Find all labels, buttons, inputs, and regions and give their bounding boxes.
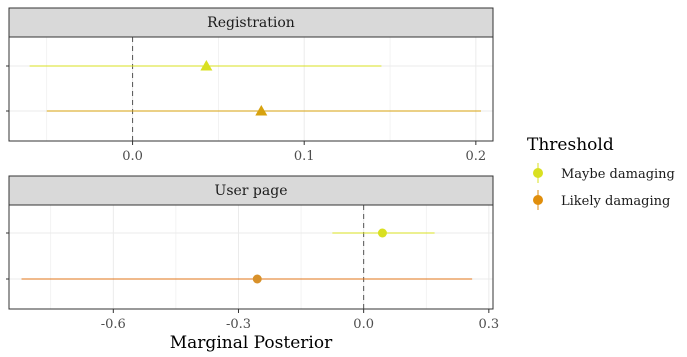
- panel-strip-registration: [8, 7, 494, 38]
- panel-title-registration: Registration: [207, 15, 295, 31]
- x-tick-label: -0.3: [226, 317, 251, 332]
- panel-user-page: User page -0.6 -0.3 0.0 0.3: [6, 175, 499, 332]
- x-tick-label: 0.1: [294, 149, 315, 164]
- plot-background: [9, 205, 493, 309]
- point-maybe-user-page: [377, 228, 387, 238]
- plot-area-registration: [9, 37, 493, 141]
- x-tick-label: 0.0: [122, 149, 143, 164]
- x-axis-registration: 0.0 0.1 0.2: [6, 65, 486, 164]
- x-tick-label: 0.3: [478, 317, 499, 332]
- panel-registration: Registration 0.0 0.1 0.2: [6, 7, 494, 164]
- point-maybe-registration: [200, 60, 213, 71]
- x-axis-title: Marginal Posterior: [170, 333, 333, 353]
- plot-area-user-page: [9, 205, 493, 309]
- panel-strip-user-page: [8, 175, 494, 206]
- legend-item-likely: Likely damaging: [533, 190, 670, 210]
- point-likely-registration: [255, 105, 268, 116]
- x-axis-user-page: -0.6 -0.3 0.0 0.3: [6, 232, 499, 332]
- plot-background: [9, 37, 493, 141]
- legend-label-likely: Likely damaging: [561, 194, 670, 209]
- legend-title: Threshold: [527, 135, 614, 155]
- panel-border-registration: [8, 36, 494, 142]
- panel-title-user-page: User page: [215, 183, 288, 199]
- point-likely-user-page: [252, 274, 262, 284]
- x-tick-label: -0.6: [101, 317, 126, 332]
- legend-key-marker-likely: [533, 195, 543, 205]
- x-tick-label: 0.2: [465, 149, 486, 164]
- x-tick-label: 0.0: [353, 317, 374, 332]
- panel-border-user-page: [8, 204, 494, 310]
- legend-item-maybe: Maybe damaging: [533, 163, 675, 183]
- legend-label-maybe: Maybe damaging: [561, 167, 675, 182]
- legend-key-marker-maybe: [533, 168, 543, 178]
- legend: Threshold Maybe damaging Likely damaging: [527, 135, 675, 210]
